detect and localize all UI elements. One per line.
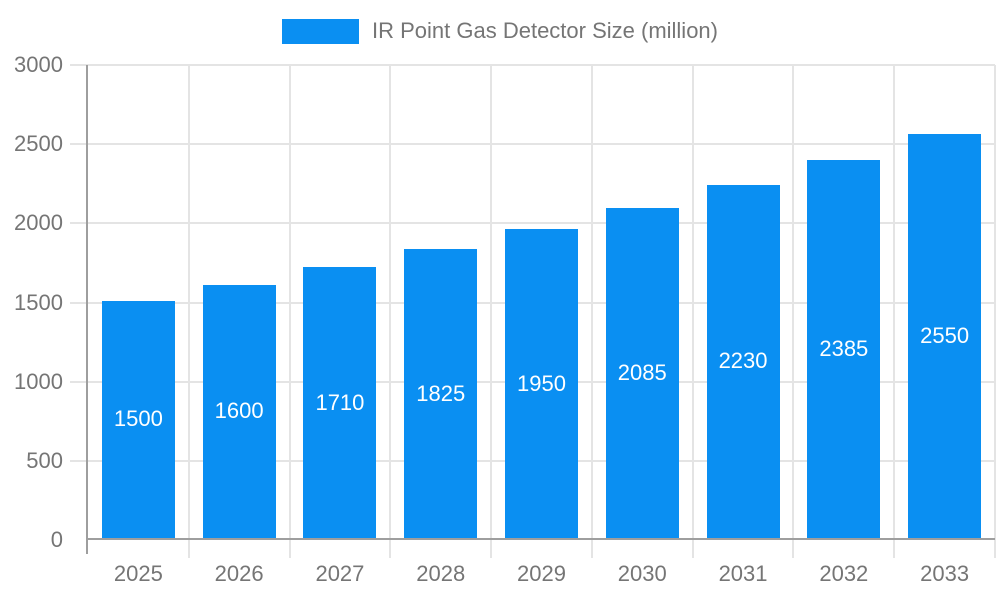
bar-value-label: 2230: [718, 348, 768, 374]
x-gridline: [994, 65, 996, 558]
bar[interactable]: 2385: [807, 160, 881, 538]
x-gridline: [893, 65, 896, 558]
y-axis-tick-label: 0: [50, 527, 63, 552]
x-axis-tick-label: 2032: [819, 561, 869, 586]
x-axis-tick-label: 2025: [113, 561, 163, 586]
bar-value-label: 1710: [315, 389, 365, 415]
bar[interactable]: 1500: [101, 300, 175, 538]
legend-label: IR Point Gas Detector Size (million): [372, 18, 718, 43]
x-axis-tick-label: 2026: [214, 561, 264, 586]
x-axis-line: [88, 538, 995, 540]
y-axis-tick-label: 1000: [14, 368, 63, 394]
y-axis-tick-label: 1500: [14, 289, 63, 315]
y-axis-tick-label: 3000: [14, 52, 63, 77]
bar[interactable]: 1600: [202, 284, 276, 538]
legend[interactable]: IR Point Gas Detector Size (million): [0, 18, 1000, 44]
x-axis-tick-label: 2030: [617, 561, 667, 586]
bar-value-label: 2085: [617, 359, 667, 385]
y-axis-line: [86, 65, 88, 554]
bar-value-label: 1500: [113, 406, 163, 432]
x-gridline: [691, 65, 694, 558]
x-gridline: [187, 65, 190, 558]
plot-area: 0 500 1000 1500 2000 2500 3000 1500 2025 1600 2026…: [14, 52, 996, 586]
y-axis-tick-label: 500: [26, 447, 63, 473]
x-axis-tick-label: 2033: [920, 561, 970, 586]
y-gridline: [70, 64, 995, 66]
bar-value-label: 2550: [920, 323, 970, 349]
bar[interactable]: 2230: [706, 184, 780, 538]
x-gridline: [490, 65, 493, 558]
x-axis-tick-label: 2027: [315, 561, 365, 586]
y-axis-tick-label: 2500: [14, 131, 63, 157]
bar-value-label: 2385: [819, 336, 869, 362]
x-axis-tick-label: 2029: [517, 561, 566, 586]
x-gridline: [288, 65, 291, 558]
bar[interactable]: 1825: [404, 249, 478, 538]
x-axis-tick-label: 2028: [416, 561, 466, 586]
bar[interactable]: 2550: [908, 134, 982, 538]
bar[interactable]: 1950: [505, 229, 578, 538]
bar-value-label: 1600: [214, 398, 264, 424]
bar[interactable]: 1710: [303, 267, 377, 538]
y-gridline: [70, 143, 995, 146]
bar[interactable]: 2085: [605, 207, 679, 538]
legend-swatch-icon: [282, 18, 359, 44]
bar-value-label: 1825: [416, 380, 466, 406]
x-gridline: [792, 65, 795, 558]
x-gridline: [590, 65, 593, 558]
x-gridline: [389, 65, 392, 558]
bar-value-label: 1950: [517, 370, 566, 396]
y-gridline: [70, 222, 995, 225]
x-axis-tick-label: 2031: [718, 561, 768, 586]
y-axis-tick-label: 2000: [14, 210, 63, 236]
